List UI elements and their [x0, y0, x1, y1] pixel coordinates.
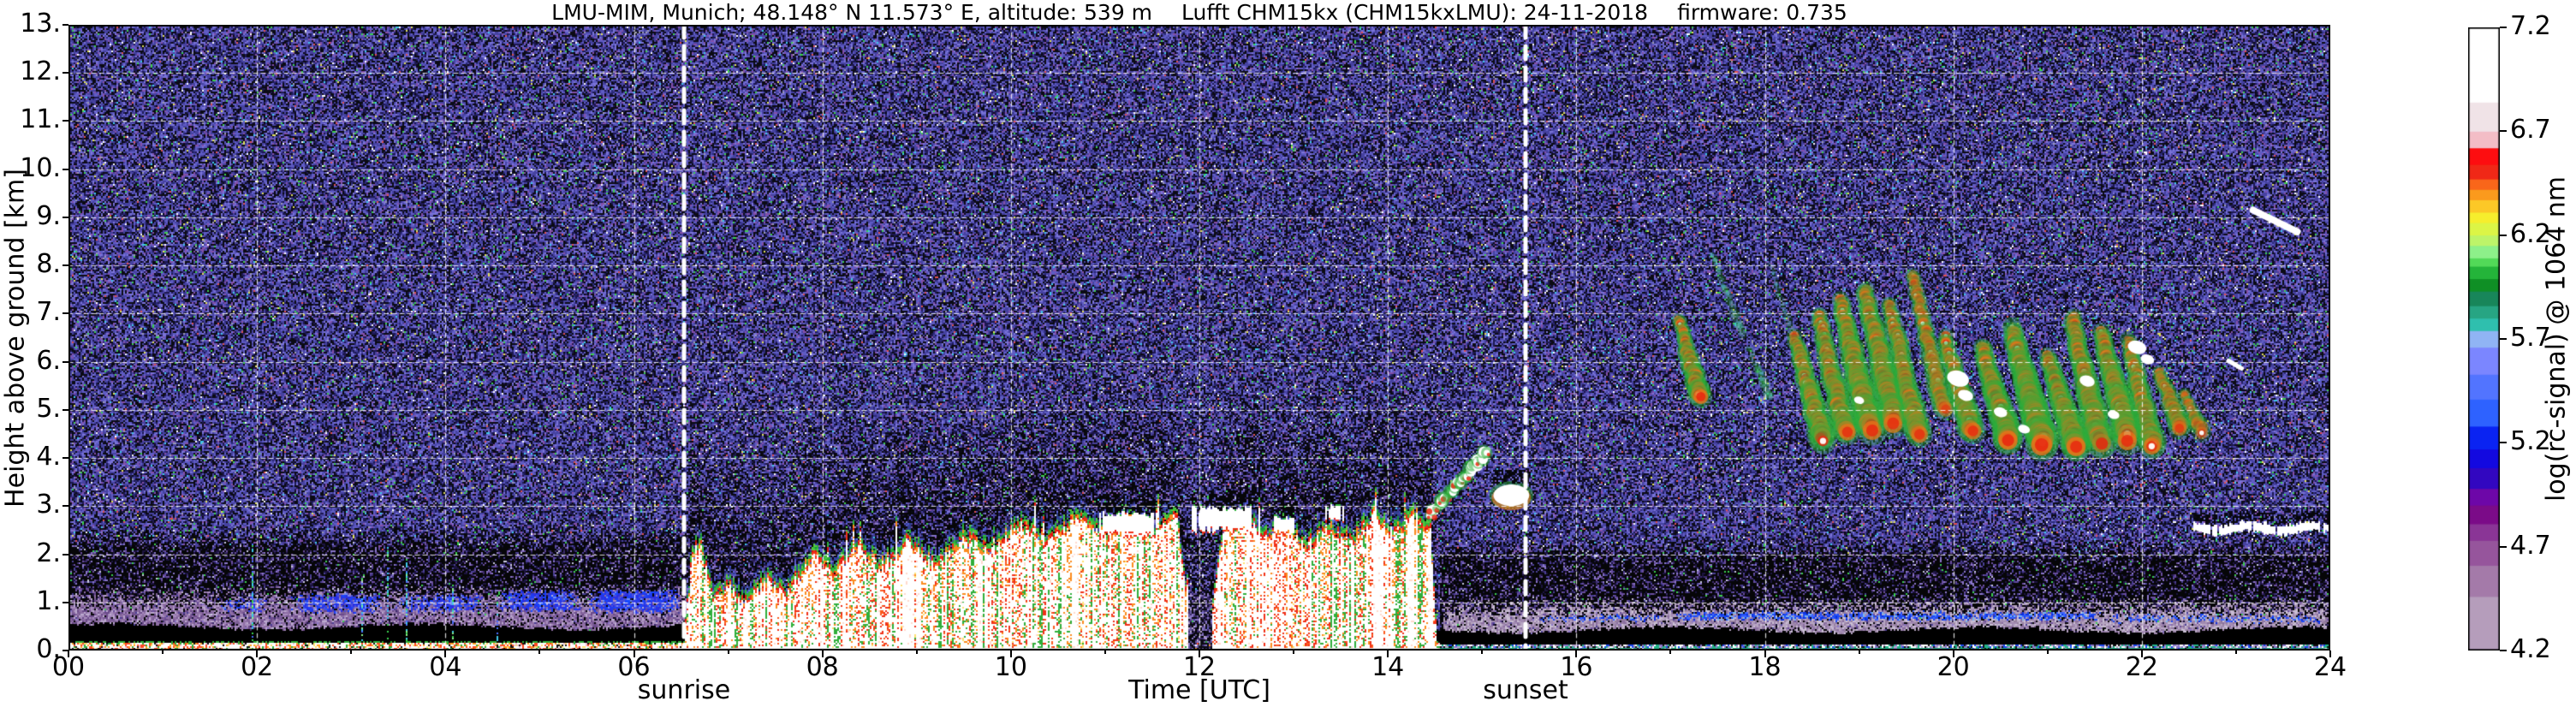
y-tick-mark [62, 120, 68, 122]
x-tick-mark [1009, 651, 1012, 657]
colorbar-tick-label: 7.2 [2510, 11, 2551, 41]
y-tick-mark [62, 264, 68, 267]
colorbar-tick-mark [2500, 442, 2507, 444]
colorbar-tick-label: 6.2 [2510, 218, 2551, 249]
colorbar-tick-label: 4.7 [2510, 530, 2551, 561]
x-minor-tick-mark [350, 651, 353, 654]
colorbar-tick-mark [2500, 27, 2507, 28]
colorbar-canvas [2468, 27, 2500, 651]
colorbar-tick-mark [2500, 545, 2507, 548]
colorbar-tick-mark [2500, 338, 2507, 340]
y-tick-label: 4. [36, 442, 61, 472]
colorbar-tick-label: 4.2 [2510, 634, 2551, 664]
x-minor-tick-mark [2046, 651, 2049, 654]
y-tick-label: 2. [36, 538, 61, 568]
title-instrument: Lufft CHM15kx (CHM15kxLMU): 24-11-2018 [1181, 0, 1649, 25]
y-tick-mark [62, 408, 68, 411]
x-minor-tick-mark [1104, 651, 1106, 654]
y-tick-label: 10. [20, 152, 61, 183]
colorbar-tick-label: 5.7 [2510, 323, 2551, 353]
colorbar-tick-mark [2500, 650, 2507, 651]
y-tick-label: 6. [36, 345, 61, 376]
x-tick-mark [1764, 651, 1766, 657]
plot-area [68, 25, 2330, 651]
colorbar-tick-label: 5.2 [2510, 426, 2551, 457]
x-tick-mark [1387, 651, 1389, 657]
x-minor-tick-mark [2234, 651, 2237, 654]
y-tick-label: 13. [20, 9, 61, 39]
y-tick-label: 3. [36, 490, 61, 520]
title-firmware: firmware: 0.735 [1677, 0, 1847, 25]
x-axis-label: Time [UTC] [1128, 675, 1270, 705]
x-minor-tick-mark [1858, 651, 1860, 654]
x-minor-tick-mark [915, 651, 918, 654]
x-tick-mark [2329, 651, 2331, 657]
x-tick-mark [68, 651, 69, 657]
y-tick-label: 7. [36, 297, 61, 328]
y-tick-mark [62, 72, 68, 74]
x-tick-mark [2140, 651, 2143, 657]
y-tick-mark [62, 457, 68, 460]
x-minor-tick-mark [1669, 651, 1672, 654]
y-tick-mark [62, 601, 68, 603]
y-tick-label: 8. [36, 249, 61, 280]
x-tick-mark [1199, 651, 1200, 657]
y-tick-mark [62, 312, 68, 315]
title-station: LMU-MIM, Munich; 48.148° N 11.573° E, al… [551, 0, 1153, 25]
x-tick-mark [1952, 651, 1954, 657]
x-minor-tick-mark [1481, 651, 1484, 654]
y-tick-mark [62, 24, 68, 26]
x-tick-mark [633, 651, 635, 657]
colorbar-tick-mark [2500, 130, 2507, 133]
colorbar [2468, 27, 2500, 651]
y-tick-mark [62, 505, 68, 508]
x-tick-mark [256, 651, 259, 657]
y-tick-label: 0. [36, 634, 61, 664]
x-tick-mark [444, 651, 447, 657]
x-minor-tick-mark [727, 651, 729, 654]
plot-title: LMU-MIM, Munich; 48.148° N 11.573° E, al… [68, 0, 2330, 25]
y-tick-mark [62, 553, 68, 556]
y-tick-label: 12. [20, 56, 61, 87]
y-tick-mark [62, 216, 68, 218]
x-minor-tick-mark [1293, 651, 1295, 654]
colorbar-tick-mark [2500, 234, 2507, 236]
x-tick-mark [821, 651, 824, 657]
colorbar-tick-label: 6.7 [2510, 115, 2551, 146]
y-tick-mark [62, 168, 68, 170]
heatmap-canvas [68, 25, 2330, 651]
x-minor-tick-mark [162, 651, 164, 654]
y-tick-label: 11. [20, 104, 61, 135]
y-tick-label: 5. [36, 393, 61, 424]
y-tick-label: 9. [36, 200, 61, 231]
sunset-annotation: sunset [1483, 675, 1568, 705]
y-tick-mark [62, 360, 68, 363]
y-tick-label: 1. [36, 585, 61, 616]
sunrise-annotation: sunrise [637, 675, 731, 705]
x-tick-mark [1575, 651, 1578, 657]
y-tick-mark [62, 650, 68, 651]
x-minor-tick-mark [538, 651, 541, 654]
